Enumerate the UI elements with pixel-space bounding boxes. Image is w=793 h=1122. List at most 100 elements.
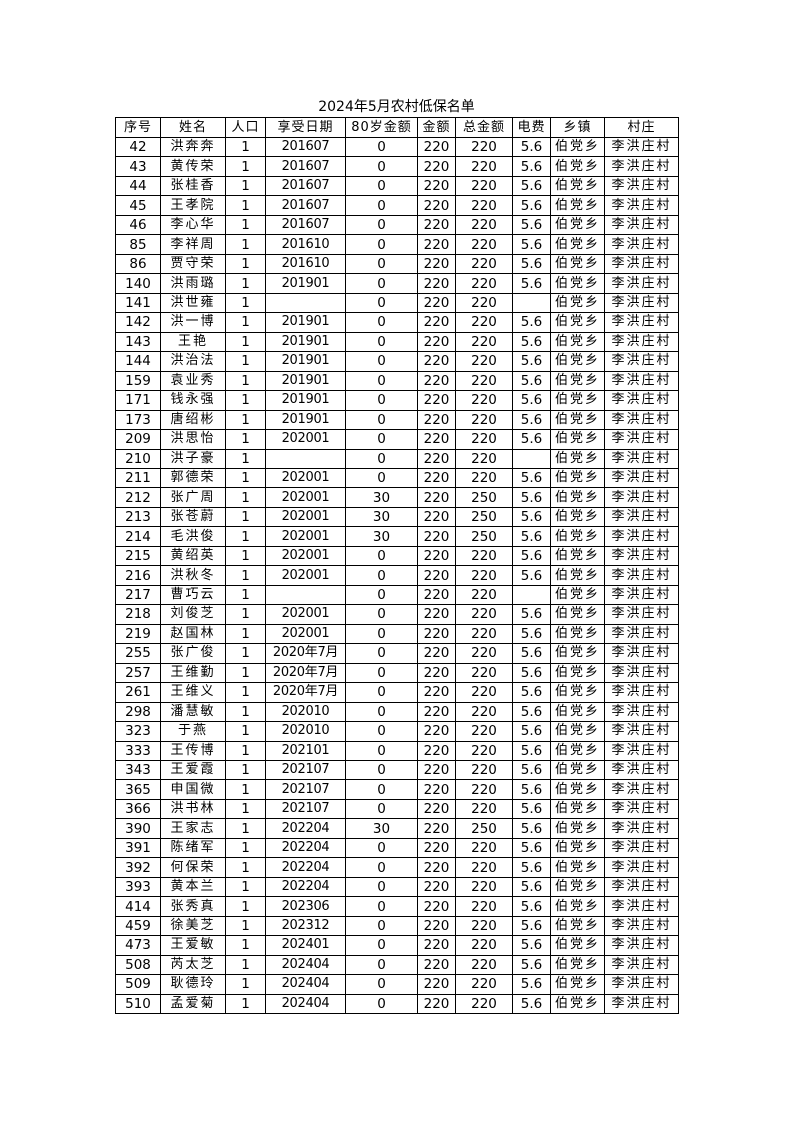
cell-seq: 257 <box>115 662 161 684</box>
cell-township: 伯党乡 <box>550 234 605 255</box>
cell-name: 贾守荣 <box>160 253 226 275</box>
cell-township: 伯党乡 <box>550 487 605 508</box>
cell-seq: 45 <box>115 195 161 216</box>
cell-township: 伯党乡 <box>550 526 605 547</box>
cell-electricity: 5.6 <box>512 623 551 645</box>
cell-household-size: 1 <box>225 798 266 820</box>
cell-amount: 220 <box>417 351 456 372</box>
cell-start-date: 202010 <box>265 701 346 723</box>
cell-seq: 219 <box>115 623 161 645</box>
cell-total-amount: 220 <box>455 351 513 372</box>
cell-seq: 171 <box>115 390 161 411</box>
cell-township: 伯党乡 <box>550 604 605 625</box>
cell-township: 伯党乡 <box>550 993 605 1015</box>
cell-total-amount: 220 <box>455 779 513 800</box>
cell-name: 洪世雍 <box>160 292 226 314</box>
cell-start-date: 202204 <box>265 876 346 898</box>
cell-start-date: 202101 <box>265 740 346 762</box>
cell-seq: 508 <box>115 954 161 976</box>
cell-age80-amount: 0 <box>345 721 418 742</box>
table-row: 142 洪一博 1 201901 0 220 220 5.6 伯党乡 李洪庄村 <box>115 312 679 333</box>
cell-household-size: 1 <box>225 292 266 314</box>
cell-electricity: 5.6 <box>512 643 551 664</box>
cell-total-amount: 250 <box>455 487 513 508</box>
cell-amount: 220 <box>417 565 456 586</box>
cell-total-amount: 220 <box>455 682 513 703</box>
cell-township: 伯党乡 <box>550 351 605 372</box>
cell-seq: 390 <box>115 818 161 839</box>
cell-age80-amount: 0 <box>345 701 418 723</box>
cell-amount: 220 <box>417 954 456 976</box>
cell-village: 李洪庄村 <box>604 292 679 314</box>
cell-amount: 220 <box>417 487 456 508</box>
cell-age80-amount: 30 <box>345 526 418 547</box>
table-row: 46 李心华 1 201607 0 220 220 5.6 伯党乡 李洪庄村 <box>115 214 679 236</box>
table-row: 343 王爱霞 1 202107 0 220 220 5.6 伯党乡 李洪庄村 <box>115 759 679 781</box>
cell-total-amount: 220 <box>455 448 513 469</box>
cell-seq: 210 <box>115 448 161 469</box>
cell-township: 伯党乡 <box>550 954 605 976</box>
cell-amount: 220 <box>417 584 456 606</box>
cell-township: 伯党乡 <box>550 409 605 431</box>
cell-age80-amount: 0 <box>345 779 418 800</box>
cell-name: 李祥周 <box>160 234 226 255</box>
cell-seq: 343 <box>115 759 161 781</box>
cell-township: 伯党乡 <box>550 643 605 664</box>
cell-township: 伯党乡 <box>550 896 605 917</box>
cell-total-amount: 220 <box>455 896 513 917</box>
table-row: 459 徐美芝 1 202312 0 220 220 5.6 伯党乡 李洪庄村 <box>115 915 679 937</box>
cell-township: 伯党乡 <box>550 448 605 469</box>
cell-age80-amount: 0 <box>345 876 418 898</box>
cell-household-size: 1 <box>225 565 266 586</box>
cell-total-amount: 250 <box>455 526 513 547</box>
cell-household-size: 1 <box>225 234 266 255</box>
cell-start-date: 202001 <box>265 565 346 586</box>
cell-electricity: 5.6 <box>512 214 551 236</box>
cell-household-size: 1 <box>225 993 266 1015</box>
table-row: 212 张广周 1 202001 30 220 250 5.6 伯党乡 李洪庄村 <box>115 487 679 508</box>
cell-seq: 159 <box>115 370 161 392</box>
cell-start-date: 202001 <box>265 526 346 547</box>
header-seq: 序号 <box>115 117 161 138</box>
cell-start-date: 201901 <box>265 312 346 333</box>
header-row: 序号 姓名 人口 享受日期 80岁金额 金额 总金额 电费 乡镇 村庄 <box>115 117 679 138</box>
cell-household-size: 1 <box>225 331 266 353</box>
cell-household-size: 1 <box>225 643 266 664</box>
cell-electricity: 5.6 <box>512 156 551 177</box>
cell-total-amount: 220 <box>455 156 513 177</box>
cell-household-size: 1 <box>225 915 266 937</box>
table-row: 366 洪书林 1 202107 0 220 220 5.6 伯党乡 李洪庄村 <box>115 798 679 820</box>
cell-township: 伯党乡 <box>550 429 605 450</box>
cell-household-size: 1 <box>225 721 266 742</box>
cell-start-date: 201901 <box>265 409 346 431</box>
cell-amount: 220 <box>417 818 456 839</box>
cell-seq: 140 <box>115 273 161 294</box>
cell-village: 李洪庄村 <box>604 662 679 684</box>
cell-age80-amount: 0 <box>345 915 418 937</box>
table-row: 218 刘俊芝 1 202001 0 220 220 5.6 伯党乡 李洪庄村 <box>115 604 679 625</box>
cell-village: 李洪庄村 <box>604 565 679 586</box>
cell-name: 李心华 <box>160 214 226 236</box>
cell-total-amount: 220 <box>455 253 513 275</box>
cell-amount: 220 <box>417 526 456 547</box>
table-row: 257 王维勤 1 2020年7月 0 220 220 5.6 伯党乡 李洪庄村 <box>115 662 679 684</box>
cell-age80-amount: 0 <box>345 623 418 645</box>
cell-amount: 220 <box>417 545 456 567</box>
cell-village: 李洪庄村 <box>604 876 679 898</box>
cell-name: 黄本兰 <box>160 876 226 898</box>
cell-household-size: 1 <box>225 974 266 995</box>
cell-village: 李洪庄村 <box>604 701 679 723</box>
cell-name: 曹巧云 <box>160 584 226 606</box>
cell-start-date: 202001 <box>265 487 346 508</box>
cell-seq: 393 <box>115 876 161 898</box>
cell-village: 李洪庄村 <box>604 721 679 742</box>
cell-township: 伯党乡 <box>550 273 605 294</box>
cell-age80-amount: 0 <box>345 136 418 158</box>
cell-amount: 220 <box>417 876 456 898</box>
cell-electricity: 5.6 <box>512 759 551 781</box>
cell-seq: 261 <box>115 682 161 703</box>
cell-name: 孟爱菊 <box>160 993 226 1015</box>
header-total-amount: 总金额 <box>455 117 513 138</box>
cell-amount: 220 <box>417 214 456 236</box>
cell-village: 李洪庄村 <box>604 740 679 762</box>
